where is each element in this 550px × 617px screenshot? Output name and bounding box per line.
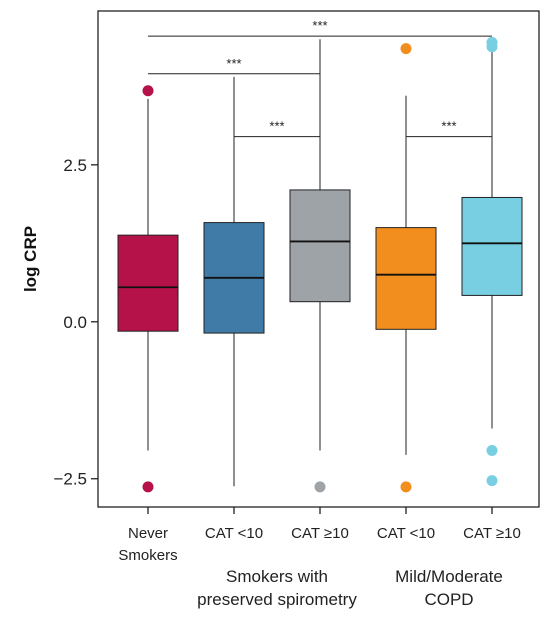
x-tick-label: CAT ≥10 (291, 525, 349, 542)
x-axis: Never Smokers CAT <10 CAT ≥10 CAT <10 CAT ≥10… (118, 507, 521, 609)
y-tick-label: 2.5 (63, 156, 87, 175)
outlier-point (400, 481, 412, 493)
box (289, 189, 351, 303)
plot-frame (97, 10, 540, 508)
box-group (289, 39, 351, 493)
box-group (117, 85, 179, 493)
outlier-point (314, 481, 326, 493)
boxes-layer (117, 36, 523, 493)
significance-label: *** (441, 119, 456, 134)
y-axis-title: log CRP (21, 226, 40, 292)
outlier-point (486, 41, 498, 53)
outlier-point (486, 475, 498, 487)
outlier-point (400, 43, 412, 55)
x-tick-label: CAT <10 (205, 525, 263, 542)
box-group (461, 36, 523, 487)
y-tick-label: −2.5 (53, 470, 87, 489)
significance-label: *** (269, 119, 284, 134)
box-group (375, 43, 437, 493)
group-label: preserved spirometry (197, 590, 357, 609)
box (375, 227, 437, 330)
box (117, 234, 179, 332)
significance-layer: *** *** *** *** (148, 18, 492, 138)
outlier-point (142, 85, 154, 97)
x-tick-label: CAT ≥10 (463, 525, 521, 542)
box (461, 196, 523, 296)
x-tick-label: Never (128, 525, 168, 542)
x-tick-label: CAT <10 (377, 525, 435, 542)
outlier-point (142, 481, 154, 493)
significance-label: *** (226, 56, 241, 71)
outlier-point (486, 444, 498, 456)
group-label: Smokers with (226, 567, 328, 586)
box-group (203, 76, 265, 487)
significance-label: *** (312, 18, 327, 33)
group-label: Mild/Moderate (395, 567, 503, 586)
x-tick-label: Smokers (118, 547, 177, 564)
y-tick-label: 0.0 (63, 313, 87, 332)
y-axis: −2.5 0.0 2.5 (53, 156, 98, 489)
group-label: COPD (424, 590, 473, 609)
